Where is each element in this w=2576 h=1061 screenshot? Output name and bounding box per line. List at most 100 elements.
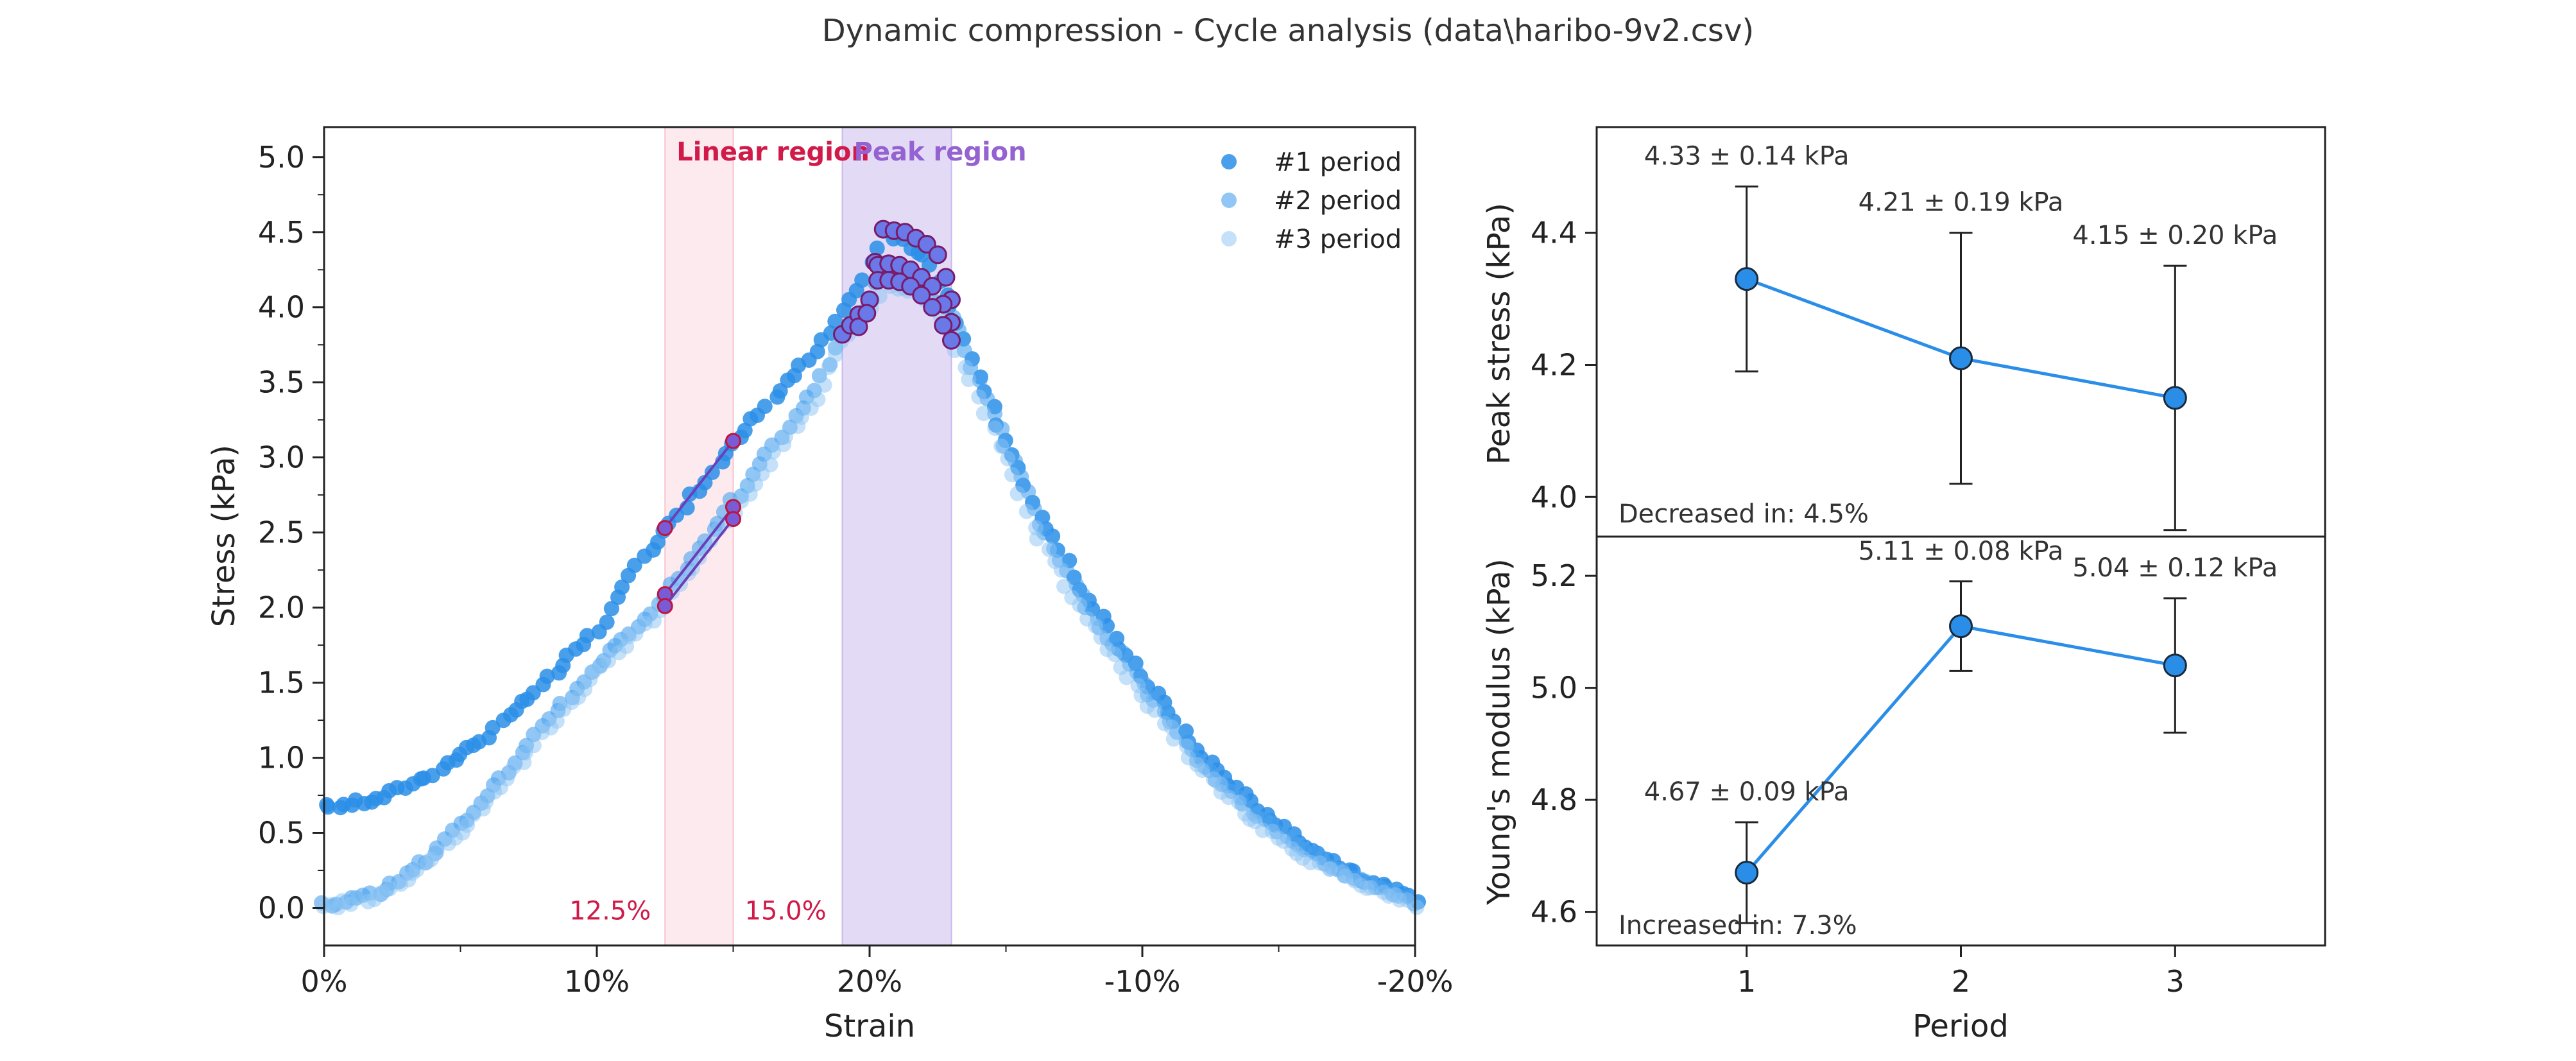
- peak-point: [912, 286, 931, 305]
- value-label: 4.21 ± 0.19 kPa: [1859, 188, 2064, 218]
- series-point: [1119, 669, 1135, 686]
- series-point: [539, 668, 555, 684]
- series-point: [827, 347, 843, 363]
- series-point: [628, 626, 644, 642]
- youngs-modulus-annotation: Increased in: 7.3%: [1619, 911, 1857, 940]
- peak-stress-y-ticks: 4.0 4.2 4.4: [1531, 216, 1597, 514]
- y-tick-label: 0.5: [258, 816, 305, 850]
- peak-point: [923, 298, 942, 317]
- youngs-modulus-y-label: Young's modulus (kPa): [1481, 558, 1517, 906]
- y-tick-label: 4.5: [258, 215, 305, 250]
- figure-title: Dynamic compression - Cycle analysis (da…: [822, 13, 1754, 49]
- data-point: [2163, 386, 2187, 410]
- series-point: [1323, 861, 1339, 877]
- peak-point: [857, 304, 877, 323]
- peak-point: [849, 317, 868, 336]
- series-point: [599, 614, 615, 630]
- legend-label: #2 period: [1274, 186, 1402, 216]
- x-axis-label: Strain: [824, 1008, 915, 1044]
- peak-stress-y-label: Peak stress (kPa): [1481, 203, 1517, 465]
- peak-point: [934, 316, 953, 335]
- youngs-modulus-chart: 4.67 ± 0.09 kPa 5.11 ± 0.08 kPa 5.04 ± 0.1…: [1481, 537, 2278, 1044]
- series-point: [526, 738, 542, 754]
- y-tick-label: 3.5: [258, 365, 305, 400]
- y-tick-label: 4.8: [1531, 782, 1577, 817]
- region-label: Linear region: [676, 137, 870, 167]
- series-point: [762, 457, 778, 473]
- series-point: [601, 653, 617, 669]
- region-bound-label: 15.0%: [745, 897, 827, 926]
- series-point: [603, 601, 619, 617]
- series-point: [1194, 763, 1210, 779]
- legend-label: #1 period: [1274, 148, 1402, 177]
- value-label: 4.33 ± 0.14 kPa: [1644, 142, 1850, 171]
- peak-stress-marks: 4.33 ± 0.14 kPa 4.21 ± 0.19 kPa 4.15 ± 0.2…: [1644, 142, 2278, 531]
- series-point: [1362, 879, 1378, 895]
- youngs-modulus-y-ticks: 4.6 4.8 5.0 5.2: [1531, 558, 1597, 929]
- y-axis-ticks: 0.0 0.5 1.0 1.5 2.0 2.5 3.0 3.5 4.0 4.5 5.0: [258, 140, 324, 926]
- series-point: [704, 464, 720, 480]
- series-point: [993, 438, 1009, 454]
- x-tick-label: -10%: [1104, 964, 1181, 999]
- series-point: [1231, 794, 1247, 810]
- series-point: [816, 377, 832, 393]
- y-tick-label: 1.5: [258, 666, 305, 700]
- x-tick-label: 2: [1952, 964, 1970, 999]
- series-point: [1072, 597, 1088, 613]
- y-tick-label: 2.5: [258, 515, 305, 550]
- y-tick-label: 5.2: [1531, 558, 1577, 593]
- fit-endpoint: [657, 598, 673, 614]
- linear-fit-line: [664, 440, 735, 529]
- series-point: [1163, 719, 1180, 735]
- series-point: [1041, 541, 1057, 557]
- legend-marker: [1221, 231, 1237, 246]
- series-point: [961, 372, 977, 388]
- y-tick-label: 5.0: [258, 140, 305, 175]
- region-label: Peak region: [854, 137, 1027, 167]
- region-bound-label: 12.5%: [569, 897, 651, 926]
- x-tick-label: 3: [2166, 964, 2185, 999]
- period-x-label: Period: [1912, 1008, 2009, 1044]
- series-point: [1053, 562, 1069, 578]
- legend: #1 period #2 period #3 period: [1221, 148, 1402, 254]
- series-point: [429, 844, 445, 860]
- x-tick-label: -20%: [1377, 964, 1454, 999]
- period-x-ticks: 1 2 3: [1737, 945, 2185, 999]
- series-point: [1409, 899, 1425, 915]
- series-point: [626, 557, 642, 573]
- region-bound-labels: 12.5% 15.0%: [569, 897, 826, 926]
- value-label: 4.67 ± 0.09 kPa: [1644, 777, 1850, 807]
- series-point: [1028, 520, 1044, 536]
- series-point: [1147, 702, 1163, 718]
- y-tick-label: 4.6: [1531, 895, 1577, 929]
- x-axis-ticks: 0% 10% 20% -10% -20%: [301, 945, 1454, 999]
- peak-stress-chart: 4.33 ± 0.14 kPa 4.21 ± 0.19 kPa 4.15 ± 0.2…: [1481, 142, 2278, 531]
- series-point: [579, 628, 595, 644]
- series-point: [614, 579, 630, 595]
- data-point: [1949, 614, 1973, 639]
- series-point: [809, 343, 825, 359]
- series-point: [1018, 503, 1035, 519]
- series-point: [957, 359, 974, 375]
- series-point: [975, 406, 992, 422]
- series-point: [1106, 646, 1122, 662]
- peak-point: [936, 268, 956, 287]
- value-label: 5.04 ± 0.12 kPa: [2072, 553, 2278, 583]
- series-point: [1029, 531, 1045, 547]
- y-tick-label: 4.2: [1531, 347, 1577, 382]
- y-tick-label: 1.0: [258, 741, 305, 775]
- legend-marker: [1221, 193, 1237, 208]
- series-point: [499, 771, 515, 787]
- series-point: [854, 272, 870, 288]
- y-tick-label: 4.4: [1531, 216, 1577, 250]
- series-point: [772, 383, 788, 399]
- fit-endpoint: [725, 511, 741, 528]
- y-tick-label: 2.0: [258, 591, 305, 625]
- data-point: [1949, 346, 1973, 370]
- x-tick-label: 1: [1737, 964, 1756, 999]
- peak-stress-annotation: Decreased in: 4.5%: [1619, 499, 1869, 529]
- fit-endpoint: [725, 433, 741, 449]
